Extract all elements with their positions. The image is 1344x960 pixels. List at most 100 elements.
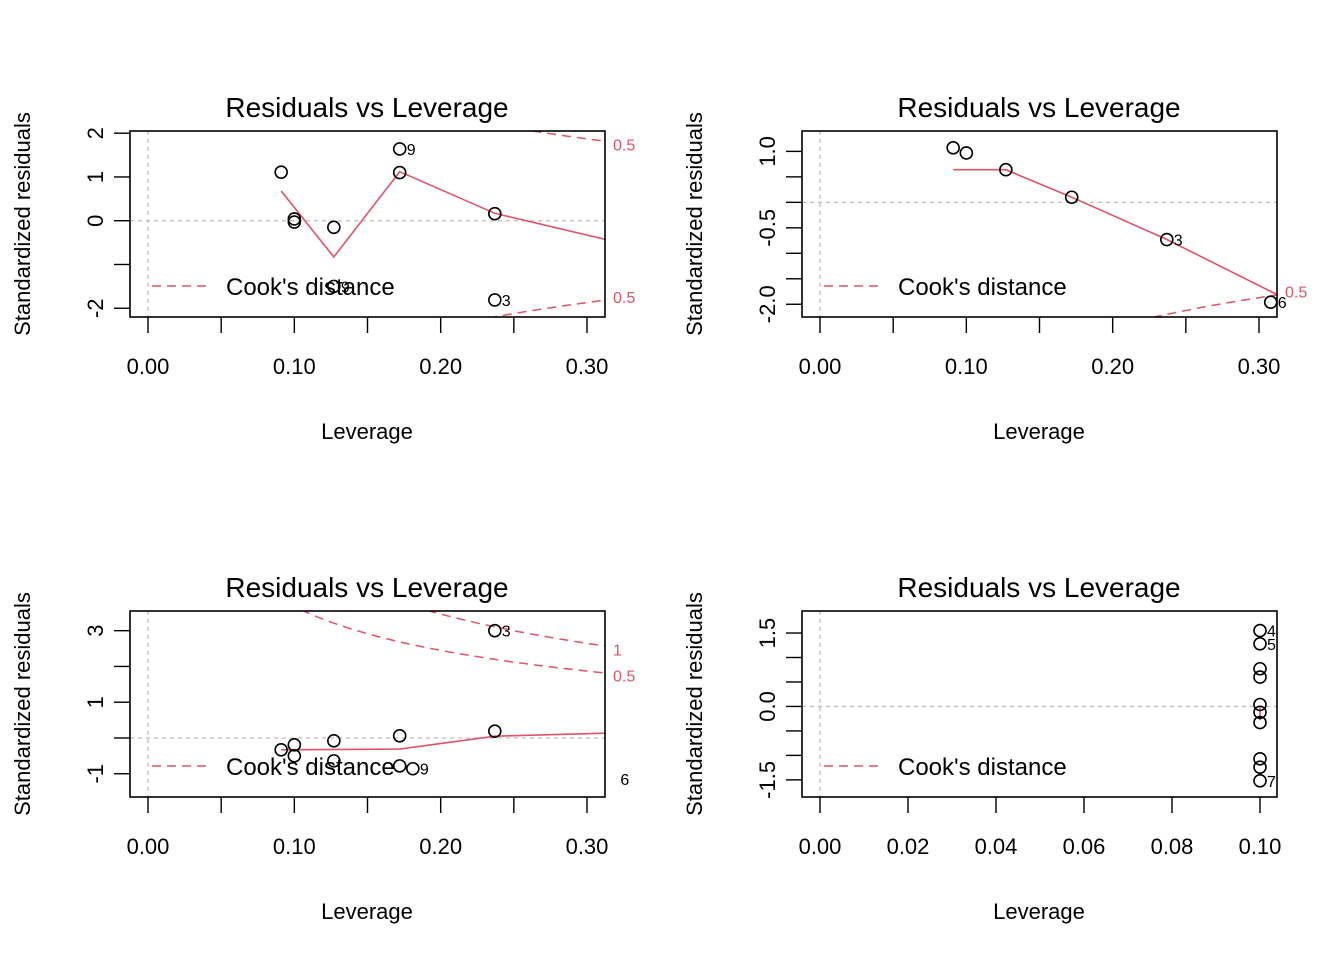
data-point [959, 146, 974, 160]
cook-distance-contour [827, 0, 1317, 79]
data-point [327, 734, 341, 748]
data-point [406, 761, 420, 776]
y-tick-label: 1 [83, 171, 108, 183]
x-axis-label: Leverage [993, 899, 1085, 924]
x-tick-label: 0.00 [799, 354, 842, 379]
smooth-line [280, 170, 605, 259]
y-tick-label: 2 [83, 127, 108, 139]
legend-label: Cook's distance [226, 274, 395, 301]
legend-label: Cook's distance [898, 274, 1067, 301]
y-tick-label: 0 [83, 215, 108, 227]
legend: Cook's distance [152, 754, 395, 781]
smooth-line [953, 168, 1277, 296]
x-tick-label: 0.20 [1091, 354, 1134, 379]
data-point [607, 718, 619, 730]
data-point [999, 162, 1013, 177]
chart-title: Residuals vs Leverage [897, 92, 1180, 123]
plot-area [802, 611, 1277, 797]
data-point [1253, 670, 1267, 684]
data-point [1064, 190, 1079, 205]
cook-distance-contour [301, 611, 605, 674]
point-label: 6 [620, 772, 629, 789]
cook-distance-contour [1151, 294, 1277, 317]
data-point [1253, 760, 1267, 774]
point-label: 6 [1278, 295, 1287, 312]
y-axis-label: Standardized residuals [682, 592, 707, 816]
point-label: 3 [1174, 233, 1183, 250]
data-point [1253, 774, 1267, 788]
data-point [287, 212, 302, 226]
data-point [327, 220, 341, 235]
data-point [274, 742, 288, 757]
y-tick-label: 1.0 [755, 136, 780, 167]
data-point [392, 142, 407, 156]
x-tick-label: 0.30 [566, 354, 609, 379]
x-tick-label: 0.08 [1151, 834, 1194, 859]
y-tick-label: -1.5 [755, 761, 780, 799]
data-point [946, 141, 960, 155]
legend-label: Cook's distance [226, 754, 395, 781]
legend: Cook's distance [824, 754, 1067, 781]
cook-distance-contour [426, 611, 605, 647]
data-point [392, 759, 407, 773]
y-axis-label: Standardized residuals [10, 592, 35, 816]
data-point [607, 217, 619, 229]
y-axis-label: Standardized residuals [10, 112, 35, 336]
x-axis-label: Leverage [321, 899, 413, 924]
y-tick-label: -2.0 [755, 285, 780, 323]
plot-area [802, 0, 1317, 317]
point-label: 7 [1267, 774, 1276, 791]
cook-level-label: 0.5 [613, 669, 635, 686]
point-label: 5 [1267, 637, 1276, 654]
cook-level-label: 0.5 [1285, 284, 1307, 301]
x-tick-label: 0.10 [945, 354, 988, 379]
x-tick-label: 0.20 [419, 354, 462, 379]
x-tick-label: 0.20 [419, 834, 462, 859]
panel-4: 45 7 0.00 0.02 0.04 0.06 0.08 0.10 -1.5 0.0 1.5 Res… [682, 572, 1281, 924]
data-point [1253, 661, 1267, 676]
point-label: 9 [420, 762, 429, 779]
plot-area [130, 611, 619, 797]
y-tick-label: 3 [83, 625, 108, 637]
y-tick-label: 1 [83, 696, 108, 708]
data-point [1253, 697, 1267, 712]
x-tick-label: 0.10 [1239, 834, 1282, 859]
chart-title: Residuals vs Leverage [225, 572, 508, 603]
cook-level-label: 0.5 [613, 137, 635, 154]
data-point [392, 165, 407, 180]
x-tick-label: 0.10 [273, 834, 316, 859]
data-point [607, 773, 619, 785]
chart-title: Residuals vs Leverage [225, 92, 508, 123]
point-label: 9 [407, 142, 416, 159]
x-tick-label: 0.00 [799, 834, 842, 859]
plot-area [130, 131, 619, 317]
x-tick-label: 0.06 [1063, 834, 1106, 859]
plot-frame [801, 610, 1278, 798]
data-point [1253, 752, 1267, 766]
x-axis-label: Leverage [993, 419, 1085, 444]
data-point [287, 737, 302, 752]
data-point [488, 206, 502, 221]
legend-label: Cook's distance [898, 754, 1067, 781]
x-tick-label: 0.10 [273, 354, 316, 379]
data-point [392, 729, 407, 743]
data-point [488, 293, 502, 307]
x-tick-label: 0.04 [975, 834, 1018, 859]
point-label: 3 [502, 624, 511, 641]
x-tick-label: 0.02 [887, 834, 930, 859]
data-point [1253, 715, 1267, 730]
y-tick-label: -1 [83, 764, 108, 784]
data-point [327, 279, 341, 294]
x-tick-label: 0.00 [127, 834, 170, 859]
data-point [1253, 705, 1267, 720]
chart-title: Residuals vs Leverage [897, 572, 1180, 603]
y-tick-label: -0.5 [755, 209, 780, 247]
point-label: 4 [1267, 624, 1276, 641]
data-point [287, 749, 302, 763]
panel-1: 9 9 3 0.00 0.10 0.20 0.30 -2 0 1 2 0.5 0.5 Residuals … [10, 92, 635, 444]
smooth-line [281, 732, 605, 751]
data-point [488, 623, 502, 638]
x-tick-label: 0.30 [566, 834, 609, 859]
point-label: 9 [341, 279, 350, 296]
